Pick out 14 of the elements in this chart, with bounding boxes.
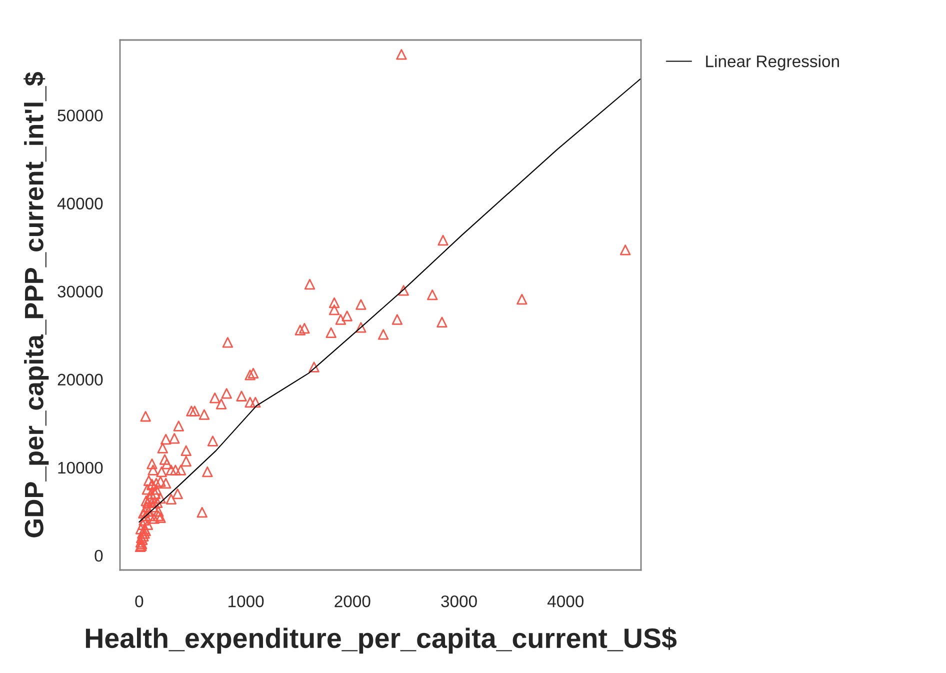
y-tick-label: 10000 xyxy=(58,462,103,474)
x-tick-label: 0 xyxy=(135,595,144,608)
legend-label: Linear Regression xyxy=(706,55,839,71)
y-tick-label: 30000 xyxy=(58,286,103,298)
x-axis-title: Health_expenditure_per_capita_current_US$ xyxy=(86,627,677,654)
y-axis-title: GDP_per_capita_PPP_current_int'l_$ xyxy=(24,72,49,538)
y-tick-label: 20000 xyxy=(58,374,103,386)
y-tick-label: 40000 xyxy=(57,198,103,210)
y-tick-label: 50000 xyxy=(58,110,103,122)
x-tick-label: 3000 xyxy=(441,595,477,608)
x-tick-label: 1000 xyxy=(228,595,264,608)
x-tick-label: 2000 xyxy=(334,595,370,608)
x-tick-label: 4000 xyxy=(547,595,584,608)
y-tick-label: 0 xyxy=(94,550,103,562)
